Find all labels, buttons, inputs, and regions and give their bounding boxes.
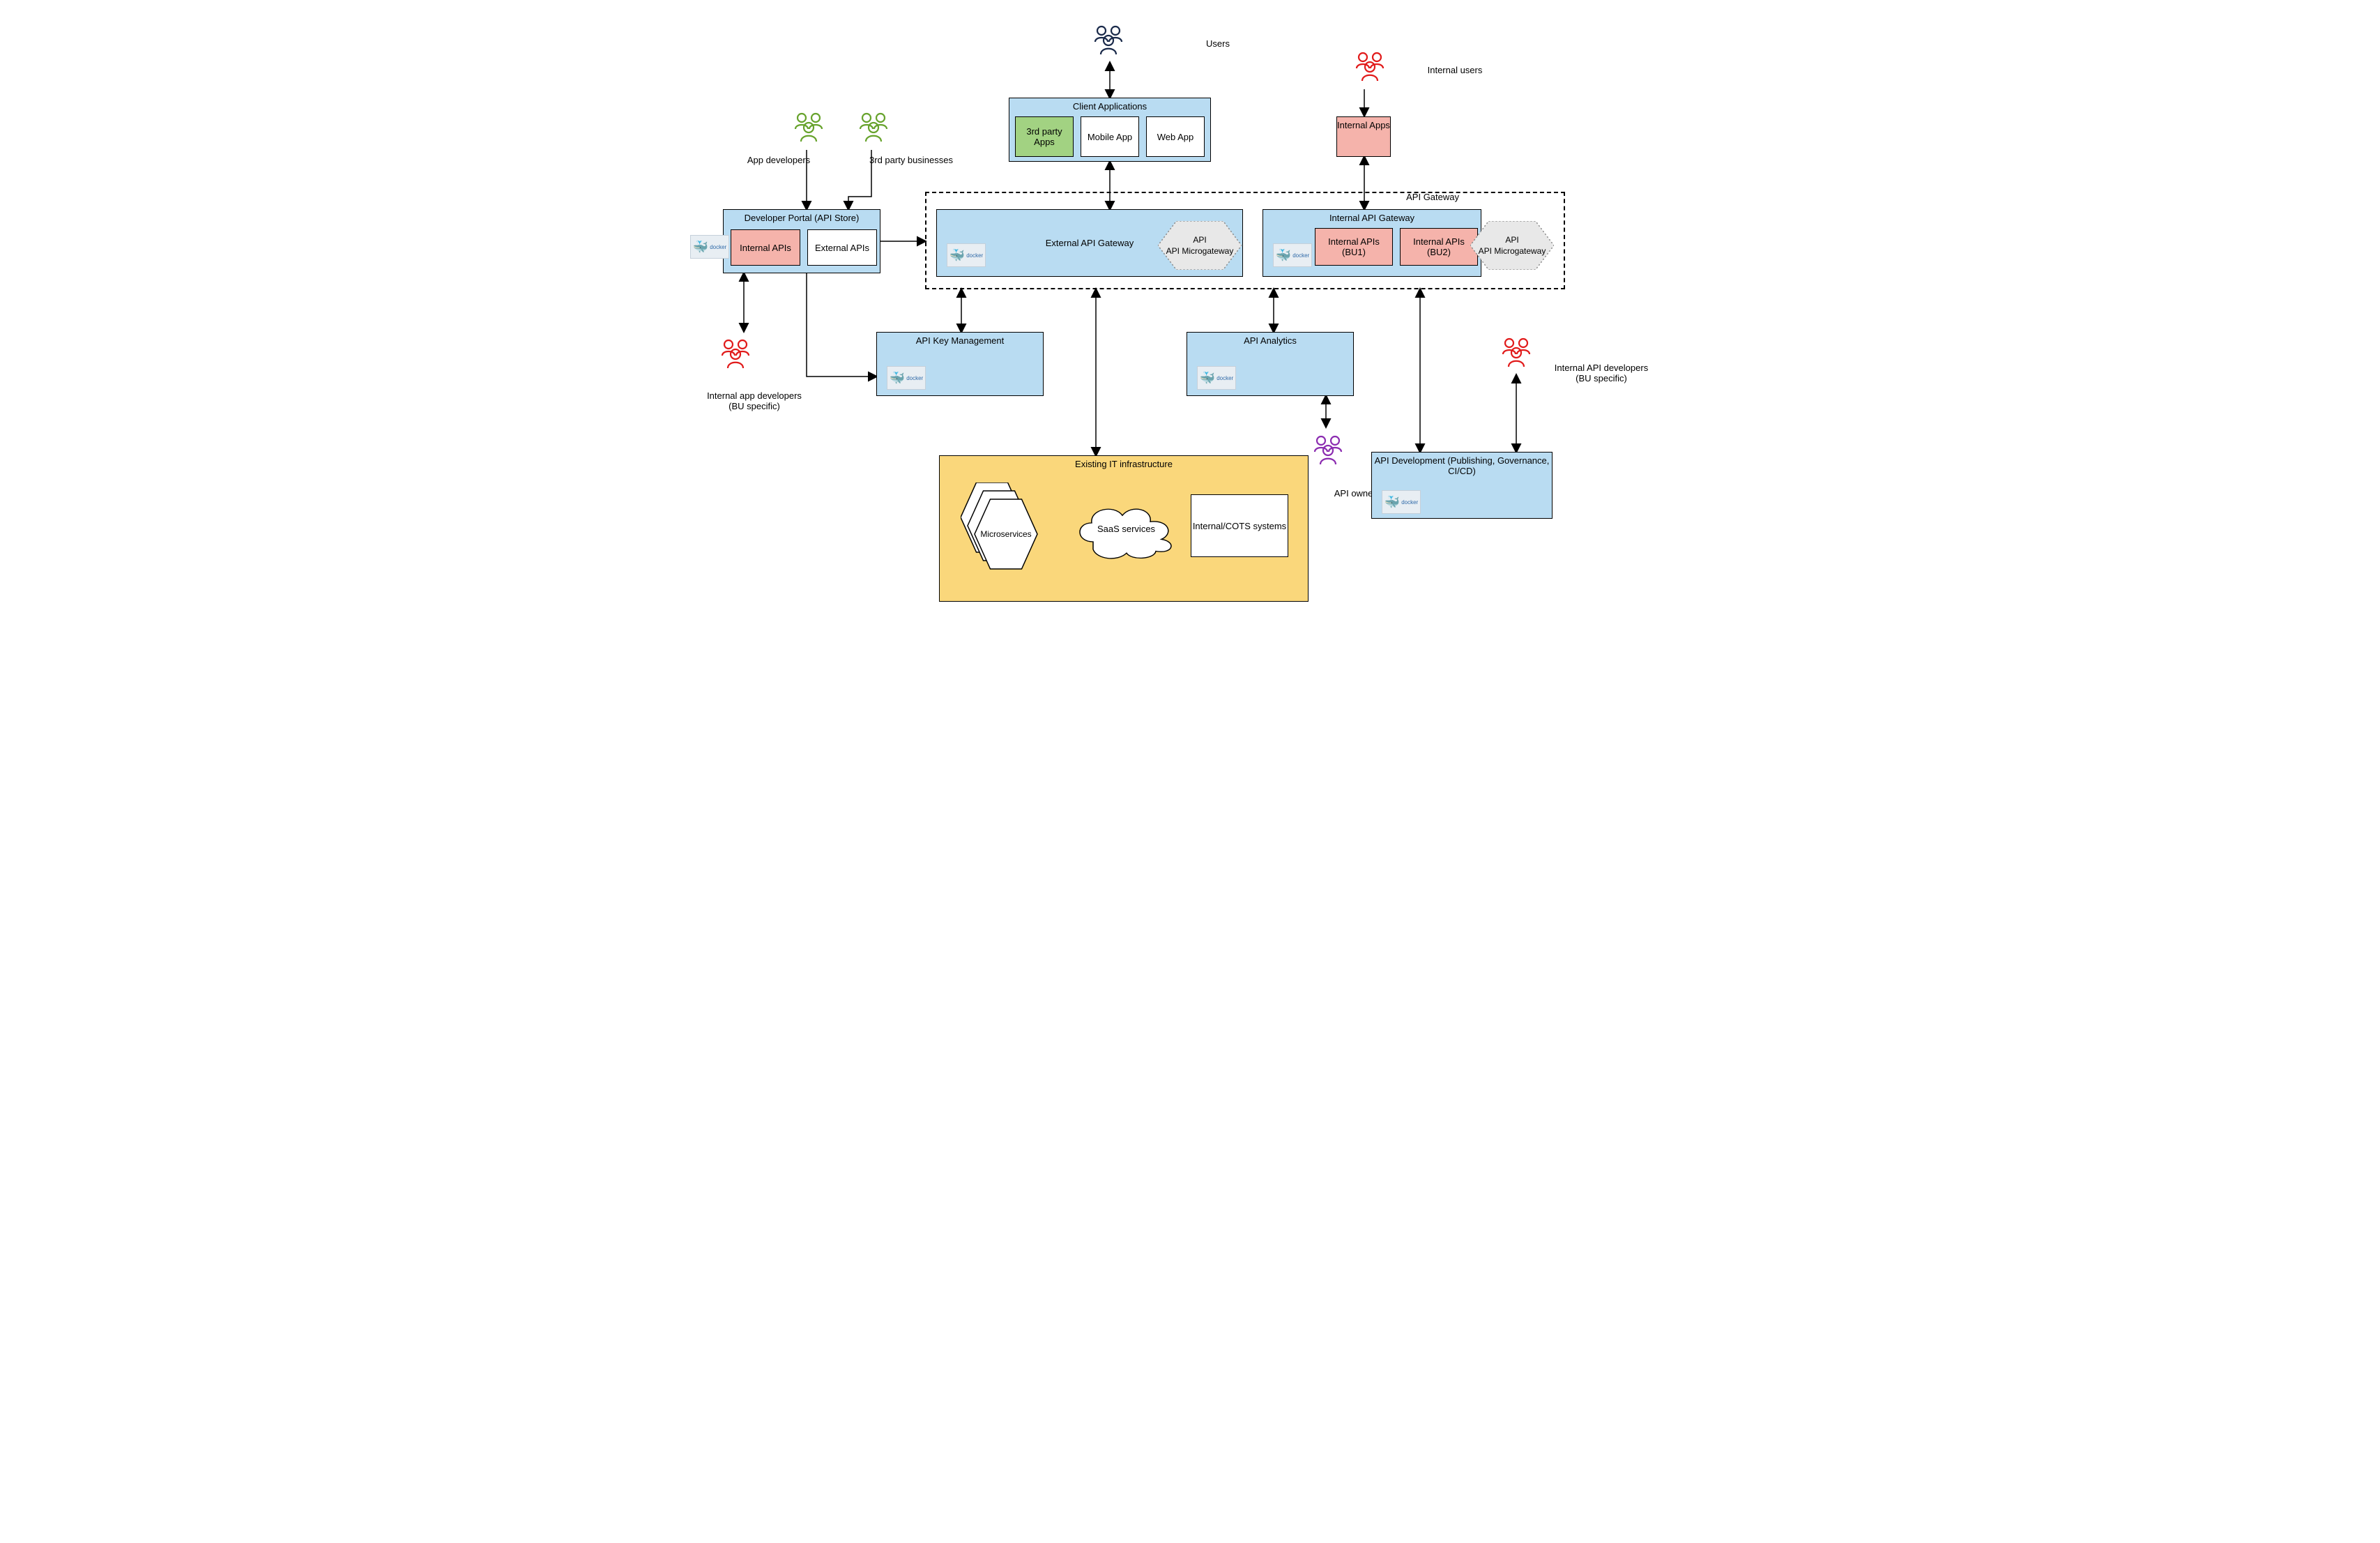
svg-text:Microservices: Microservices [980,529,1031,539]
inner-mobile_app: Mobile App [1081,116,1139,157]
box-title-api_analytics: API Analytics [1187,335,1353,346]
inner-third_party_apps: 3rd party Apps [1015,116,1074,157]
box-title-api_gateway_wrap: API Gateway [926,192,1564,202]
box-api_dev: API Development (Publishing, Governance,… [1371,452,1553,519]
docker-icon: docker [1197,366,1236,390]
svg-text:API Microgateway: API Microgateway [1166,246,1234,256]
svg-text:API Microgateway: API Microgateway [1479,246,1546,256]
docker-icon: docker [690,235,729,259]
box-internal_apps: Internal Apps [1336,116,1391,157]
infra-saas: SaaS services [1072,498,1180,561]
box-title-internal_apps: Internal Apps [1337,120,1390,130]
docker-icon: docker [1382,490,1421,514]
box-api_key_mgmt: API Key Management docker [876,332,1044,396]
svg-text:SaaS services: SaaS services [1097,524,1156,534]
inner-internal_apis: Internal APIs [731,229,800,266]
inner-int_apis_bu2: Internal APIs (BU2) [1400,228,1478,266]
box-int_gateway: Internal API GatewaydockerInternal APIs … [1263,209,1481,277]
box-title-int_gateway: Internal API Gateway [1263,213,1481,223]
actor-internal_users [1350,47,1389,90]
box-title-api_key_mgmt: API Key Management [877,335,1043,346]
svg-text:API: API [1505,235,1518,245]
actor-label-internal_users: Internal users [1406,65,1504,75]
docker-icon: docker [887,366,926,390]
hex-microgw_int: APIAPI Microgateway [1470,221,1554,270]
actor-api_owners [1309,431,1348,473]
hex-microgw_ext: APIAPI Microgateway [1158,221,1242,270]
inner-int_apis_bu1: Internal APIs (BU1) [1315,228,1393,266]
actor-label-internal_app_devs: Internal app developers (BU specific) [705,390,803,411]
infra-microservices: Microservices [961,482,1051,573]
box-title-client_apps: Client Applications [1009,101,1210,112]
inner-web_app: Web App [1146,116,1205,157]
box-title-dev_portal: Developer Portal (API Store) [724,213,880,223]
actor-label-internal_api_devs: Internal API developers (BU specific) [1553,363,1650,383]
box-client_apps: Client Applications 3rd party AppsMobile … [1009,98,1211,162]
docker-icon: docker [947,243,986,267]
actor-internal_app_devs [716,335,755,377]
actor-label-third_party_biz: 3rd party businesses [862,155,960,165]
box-title-api_dev: API Development (Publishing, Governance,… [1372,455,1552,476]
actor-app_developers [789,108,828,151]
infra-cots: Internal/COTS systems [1191,494,1288,557]
edge-dev_portal-api_key_mgmt [807,273,876,377]
diagram-canvas: Users Internal users App developers 3rd par… [667,0,1713,669]
actor-internal_api_devs [1497,333,1536,376]
box-infra: Existing IT infrastructureMicroservicesS… [939,455,1309,602]
docker-icon: docker [1273,243,1312,267]
actor-label-users: Users [1169,38,1267,49]
box-api_analytics: API Analytics docker [1187,332,1354,396]
box-dev_portal: Developer Portal (API Store)dockerIntern… [723,209,880,273]
inner-external_apis: External APIs [807,229,877,266]
actor-users [1089,21,1128,63]
actor-label-app_developers: App developers [730,155,827,165]
svg-text:API: API [1193,235,1206,245]
actor-third_party_biz [854,108,893,151]
